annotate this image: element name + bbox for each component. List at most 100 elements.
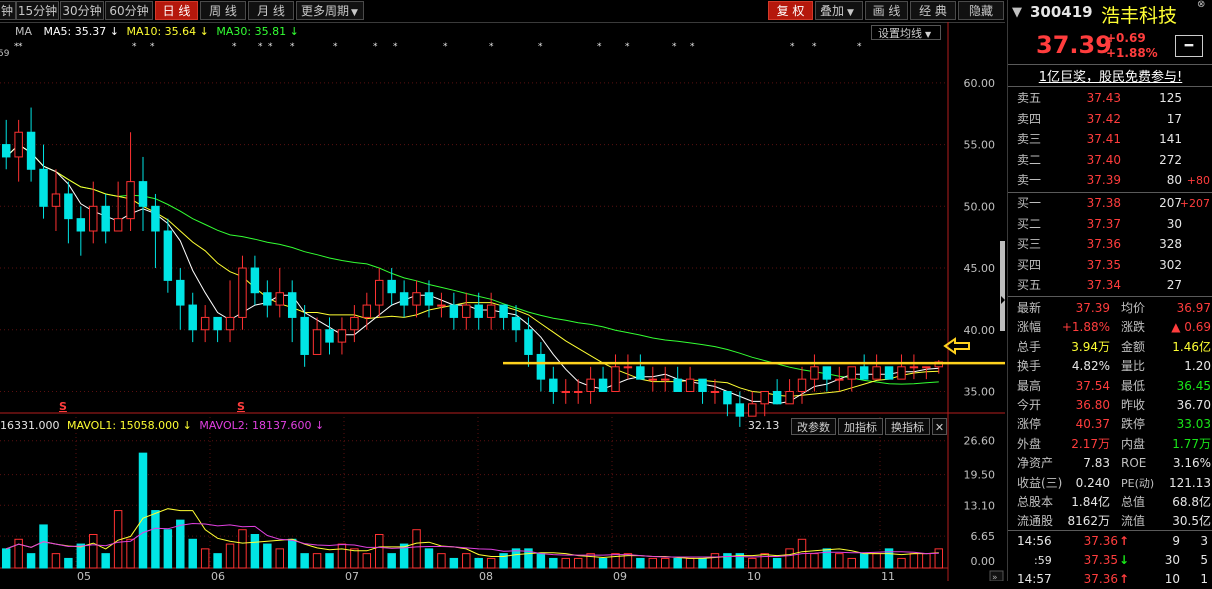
candle-body xyxy=(138,181,148,207)
ask-row[interactable]: 卖二 37.40 272 xyxy=(1008,151,1212,170)
event-star-marker[interactable]: * xyxy=(489,42,494,52)
candle xyxy=(51,169,61,231)
adjust-rights-button[interactable]: 复 权 xyxy=(768,1,813,20)
ask-label: 卖四 xyxy=(1017,111,1042,126)
settings-circle-icon[interactable]: ⊗ xyxy=(1197,0,1206,10)
overlay-dropdown[interactable]: 叠加 ▼ xyxy=(815,1,863,20)
volume-bar xyxy=(325,553,334,569)
close-indicator-button[interactable]: ✕ xyxy=(932,418,947,435)
ask-row[interactable]: 卖四 37.42 17 xyxy=(1008,110,1212,129)
caret-down-icon: ▼ xyxy=(847,8,854,18)
bid-row[interactable]: 买四 37.35 302 xyxy=(1008,256,1212,275)
candle-body xyxy=(163,230,173,281)
stat-label: 净资产 xyxy=(1017,456,1054,471)
event-star-marker[interactable]: * xyxy=(393,42,398,52)
period-tab-monthly[interactable]: 月 线 xyxy=(248,1,294,20)
volume-bar xyxy=(1,548,11,569)
volume-tick-label: 6.65 xyxy=(971,530,996,543)
ask-price: 37.41 xyxy=(1086,132,1121,146)
volume-bar xyxy=(536,553,546,569)
volume-bar xyxy=(176,519,185,569)
volume-bar xyxy=(835,553,844,569)
ask-row[interactable]: 卖一 37.39 80 +80 xyxy=(1008,171,1212,190)
bid-row[interactable]: 买三 37.36 328 xyxy=(1008,235,1212,254)
event-star-marker[interactable]: * xyxy=(18,42,23,52)
candle-body xyxy=(399,292,409,306)
add-indicator-button[interactable]: 加指标 xyxy=(838,418,883,435)
chart-scroll-handle[interactable] xyxy=(1000,241,1005,331)
event-star-marker[interactable]: * xyxy=(597,42,602,52)
promo-link[interactable]: 1亿巨奖，股民免费参与! xyxy=(1038,70,1183,85)
hide-button[interactable]: 隐藏 xyxy=(958,1,1004,20)
event-star-marker[interactable]: * xyxy=(14,42,19,52)
event-star-marker[interactable]: * xyxy=(150,42,155,52)
event-star-marker[interactable]: * xyxy=(812,42,817,52)
event-star-marker[interactable]: * xyxy=(258,42,263,52)
volume-tick-label: 26.60 xyxy=(964,435,996,448)
stat-value: 37.39 xyxy=(1075,301,1110,315)
candle xyxy=(213,316,222,343)
more-periods-dropdown[interactable]: 更多周期 ▼ xyxy=(296,1,364,20)
event-star-marker[interactable]: * xyxy=(443,42,448,52)
kline-chart-area[interactable]: 32.13 * * * * * * * * * * * * * * * * * * * * * 60.00 55.00 50.… xyxy=(0,22,1005,583)
volume-bar xyxy=(872,553,881,569)
event-star-marker[interactable]: * xyxy=(290,42,295,52)
stat-label: 收益(三) xyxy=(1017,475,1063,490)
switch-indicator-button[interactable]: 换指标 xyxy=(885,418,930,435)
classic-button[interactable]: 经 典 xyxy=(910,1,956,20)
period-tab-min[interactable]: 钟 xyxy=(0,1,16,20)
volume-bar xyxy=(810,553,819,569)
candle-body xyxy=(200,316,210,331)
edit-params-button[interactable]: 改参数 xyxy=(791,418,836,435)
candle xyxy=(748,391,757,417)
period-tab-60min[interactable]: 60分钟 xyxy=(105,1,153,20)
event-star-marker[interactable]: * xyxy=(690,42,695,52)
event-star-marker[interactable]: * xyxy=(232,42,237,52)
bid-volume: 27 xyxy=(1166,278,1182,292)
event-star-marker[interactable]: * xyxy=(333,42,338,52)
event-star-marker[interactable]: * xyxy=(132,42,137,52)
ma-setting-dropdown[interactable]: 设置均线 ▼ xyxy=(871,25,941,40)
tick-count: 1 xyxy=(1200,572,1208,586)
month-tick-label: 08 xyxy=(479,570,493,581)
event-star-marker[interactable]: * xyxy=(625,42,630,52)
event-star-marker[interactable]: * xyxy=(268,42,273,52)
volume-bar xyxy=(387,553,396,569)
candle-body xyxy=(387,279,396,294)
bid-row[interactable]: 买一 37.38 207 +207 xyxy=(1008,194,1212,213)
period-tab-weekly[interactable]: 周 线 xyxy=(200,1,246,20)
period-tab-daily[interactable]: 日 线 xyxy=(155,1,198,20)
signal-s-marker[interactable]: S xyxy=(237,400,245,413)
stat-label: 涨跌 xyxy=(1121,320,1146,335)
event-star-marker[interactable]: * xyxy=(373,42,378,52)
dropdown-arrow-icon[interactable]: ▼ xyxy=(1012,5,1022,20)
tick-price: 37.35 xyxy=(1083,553,1118,567)
period-tab-30min[interactable]: 30分钟 xyxy=(60,1,104,20)
ask-row[interactable]: 卖五 37.43 125 xyxy=(1008,89,1212,108)
candle-body xyxy=(698,378,707,392)
candle-body xyxy=(238,267,247,318)
ask-row[interactable]: 卖三 37.41 141 xyxy=(1008,130,1212,149)
event-star-marker[interactable]: * xyxy=(790,42,795,52)
event-star-marker[interactable]: * xyxy=(672,42,677,52)
candle xyxy=(822,366,832,392)
event-star-marker[interactable]: * xyxy=(538,42,543,52)
volume-bar xyxy=(760,553,769,569)
event-star-marker[interactable]: * xyxy=(857,42,862,52)
minus-icon: ━ xyxy=(1184,38,1194,54)
candle xyxy=(101,193,110,244)
candle xyxy=(897,354,906,380)
stat-value: 36.70 xyxy=(1176,398,1211,412)
bid-row[interactable]: 买五 37.34 27 xyxy=(1008,276,1212,295)
mavol1-arrow: ↓ xyxy=(182,419,192,432)
signal-s-marker[interactable]: S xyxy=(59,400,67,413)
bid-row[interactable]: 买二 37.37 30 xyxy=(1008,215,1212,234)
ask-label: 卖一 xyxy=(1017,173,1042,187)
period-tab-15min[interactable]: 15分钟 xyxy=(16,1,59,20)
candle-body xyxy=(213,316,222,331)
candle xyxy=(188,292,197,343)
minimize-button[interactable]: ━ xyxy=(1175,35,1203,57)
volume-bar xyxy=(362,553,372,569)
draw-line-button[interactable]: 画 线 xyxy=(865,1,908,20)
kline-chart-svg[interactable]: 32.13* * * * * * * * * * * * * * * * * * * * * 60.0055.0050.… xyxy=(0,22,1005,583)
